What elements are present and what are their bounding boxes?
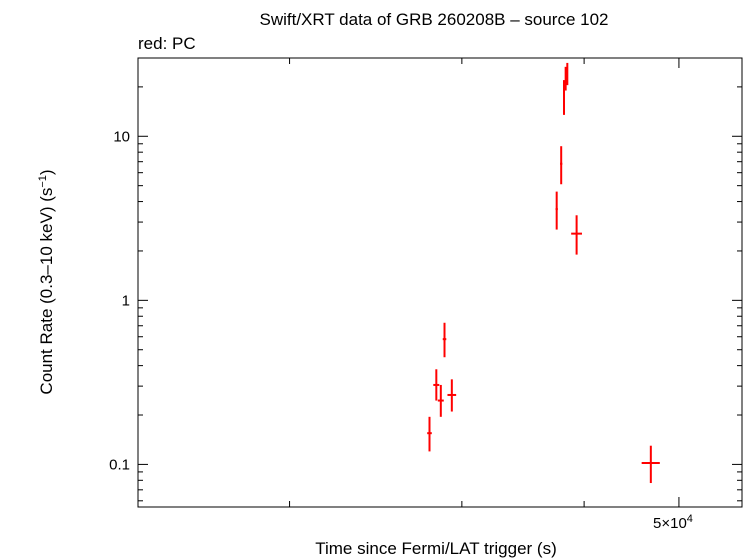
- y-axis-label: Count Rate (0.3–10 keV) (s−1): [37, 169, 56, 394]
- data-point: [433, 369, 440, 401]
- data-point: [555, 191, 558, 230]
- y-tick-labels: 0.1 1 10: [109, 128, 130, 473]
- data-point: [560, 146, 563, 185]
- x-tick-label: 5×104: [653, 513, 693, 532]
- data-point: [427, 416, 432, 452]
- data-point: [564, 66, 567, 91]
- data-point: [571, 215, 582, 255]
- y-tick-label: 1: [122, 292, 130, 309]
- x-tick-label-mantissa: 5×10: [653, 515, 687, 532]
- x-tick-label-exponent: 4: [687, 513, 693, 525]
- data-point: [437, 384, 444, 417]
- plot-frame: [137, 57, 743, 508]
- chart-subtitle: red: PC: [138, 34, 196, 53]
- axis-ticks: [138, 57, 742, 507]
- data-points: [427, 62, 660, 484]
- y-axis-label-sup: −1: [37, 175, 49, 188]
- data-point: [447, 379, 457, 412]
- data-point: [641, 445, 660, 484]
- y-axis-label-close: ): [37, 169, 56, 175]
- data-point: [566, 62, 569, 86]
- y-tick-label: 0.1: [109, 456, 130, 473]
- y-axis-label-main: Count Rate (0.3–10 keV) (s: [37, 188, 56, 395]
- y-tick-label: 10: [113, 128, 130, 145]
- data-point: [562, 80, 565, 115]
- data-point: [442, 322, 447, 358]
- x-axis-label: Time since Fermi/LAT trigger (s): [315, 539, 557, 558]
- chart-title: Swift/XRT data of GRB 260208B – source 1…: [259, 10, 608, 29]
